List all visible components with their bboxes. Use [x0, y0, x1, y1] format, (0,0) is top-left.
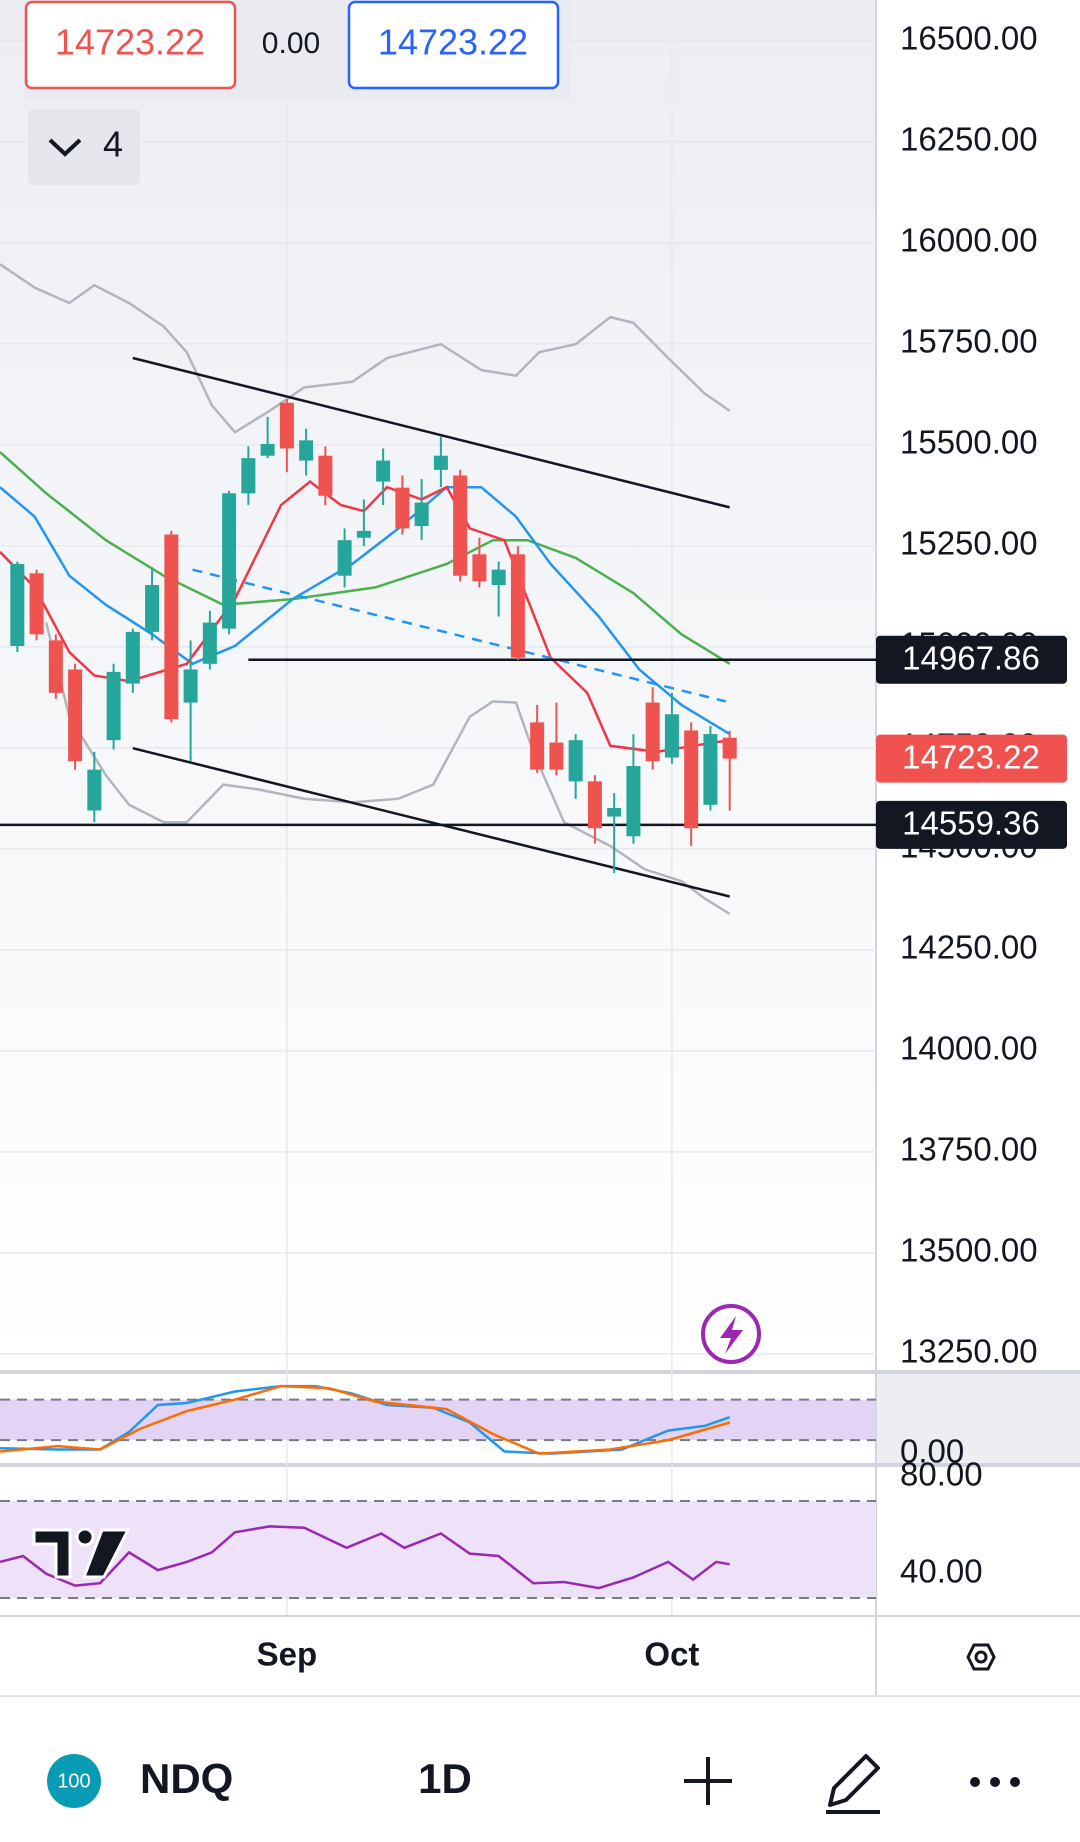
indicator-line — [132, 356, 731, 509]
candle-body — [664, 714, 679, 758]
price-tag-label: 14723.22 — [902, 738, 1040, 775]
candle-body — [414, 502, 429, 527]
y-tick-label: 15500.00 — [900, 424, 1038, 461]
buy-button[interactable] — [347, 0, 560, 90]
candle-body — [453, 475, 468, 576]
price-tag — [876, 800, 1067, 849]
axis-bg — [876, 1374, 1080, 1463]
y-tick-label: 16000.00 — [900, 222, 1038, 259]
candle-body — [260, 444, 275, 456]
y-tick-label: 0.00 — [900, 1432, 964, 1469]
pane-separator — [0, 1463, 1080, 1467]
indicator-line — [132, 746, 731, 898]
indicator-line — [0, 485, 731, 736]
indicator-line — [0, 451, 731, 665]
candle-body — [356, 530, 371, 538]
draw-button[interactable] — [826, 1754, 880, 1814]
candle-body — [491, 569, 506, 586]
y-tick-label: 14250.00 — [900, 929, 1038, 966]
candle-body — [530, 722, 545, 770]
candle-body — [722, 737, 737, 759]
y-tick-label: 14000.00 — [900, 1030, 1038, 1067]
pane-separator — [0, 1370, 1080, 1374]
candle-body — [472, 554, 487, 582]
y-tick-label: 80.00 — [900, 1455, 983, 1492]
overlay: 14723.22 0.00 14723.22 4 100 NDQ 1D — [24, 0, 1020, 1814]
candle-body — [125, 631, 140, 684]
candle-body — [29, 573, 44, 635]
candle-body — [87, 769, 102, 811]
x-tick-label: Oct — [644, 1636, 699, 1673]
candle-body — [703, 734, 718, 805]
indicator-line — [0, 1384, 731, 1455]
candle-body — [395, 487, 410, 529]
candle-body — [299, 440, 314, 461]
candle-body — [10, 563, 25, 647]
x-tick-label: Sep — [257, 1636, 318, 1673]
candle-body — [645, 702, 660, 762]
candle-body — [549, 742, 564, 770]
candle-body — [376, 460, 391, 482]
price-tag — [876, 635, 1067, 684]
logo — [32, 1527, 131, 1579]
buy-price[interactable]: 14723.22 — [378, 22, 528, 63]
candle-body — [568, 740, 583, 782]
indicators-toggle[interactable] — [28, 109, 140, 185]
settings-icon[interactable] — [966, 1643, 996, 1671]
candle-body — [318, 455, 333, 496]
price-tag-label: 14559.36 — [902, 805, 1040, 842]
y-tick-label: 13250.00 — [900, 1333, 1038, 1370]
sell-price[interactable]: 14723.22 — [55, 22, 205, 63]
plot: 16500.00 16250.00 16000.00 15750.00 15500.00… — [0, 0, 1067, 1673]
candle-body — [241, 458, 256, 494]
y-tick-label: 13750.00 — [900, 1131, 1038, 1168]
price-tag-label: 14967.86 — [902, 640, 1040, 677]
candle-body — [48, 640, 63, 693]
price-tag — [876, 734, 1067, 783]
candle-body — [68, 669, 83, 762]
y-tick-label: 13500.00 — [900, 1232, 1038, 1269]
chevron-icon — [48, 138, 82, 157]
candle-body — [106, 671, 121, 741]
interval[interactable]: 1D — [418, 1755, 472, 1802]
y-tick-label: 15750.00 — [900, 323, 1038, 360]
candle-body — [279, 402, 294, 449]
band-fill — [0, 1500, 876, 1599]
candle-body — [164, 534, 179, 720]
candle-body — [626, 766, 641, 837]
candle-body — [510, 554, 525, 658]
indicator-line — [192, 568, 727, 703]
price-pane — [0, 0, 876, 1370]
candle-body — [145, 585, 160, 632]
symbol[interactable]: NDQ — [140, 1755, 233, 1802]
y-tick-label: 16250.00 — [900, 121, 1038, 158]
y-tick-label: 15250.00 — [900, 525, 1038, 562]
indicator-line — [44, 622, 731, 915]
add-button[interactable] — [684, 1757, 732, 1805]
spread: 0.00 — [262, 27, 320, 60]
candle-body — [337, 540, 352, 576]
candle-body — [684, 730, 699, 829]
candle-body — [222, 493, 237, 629]
y-tick-label: 16500.00 — [900, 20, 1038, 57]
sell-button[interactable] — [24, 0, 237, 90]
candle-body — [607, 808, 622, 817]
settings-icon-center — [974, 1650, 988, 1664]
symbol-badge[interactable] — [47, 1754, 101, 1808]
candle-body — [587, 781, 602, 829]
lightning-icon — [720, 1316, 743, 1354]
indicator-line — [0, 263, 731, 434]
candle-body — [433, 455, 448, 470]
y-tick-label: 40.00 — [900, 1552, 983, 1589]
symbol-badge-text: 100 — [57, 1770, 90, 1792]
more-button[interactable] — [970, 1777, 1020, 1787]
indicators-count[interactable]: 4 — [103, 124, 123, 165]
candle-body — [202, 622, 217, 664]
candle-body — [183, 669, 198, 703]
band-fill — [0, 1399, 876, 1441]
